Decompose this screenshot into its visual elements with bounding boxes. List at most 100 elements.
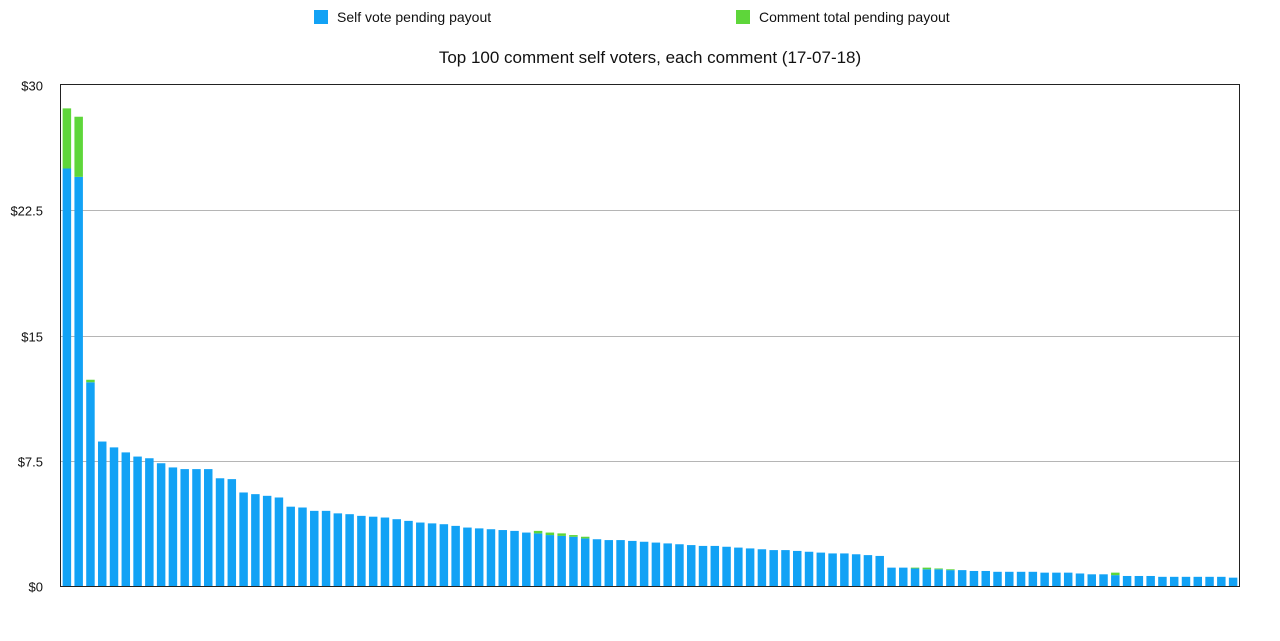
bar-self-vote[interactable]: [722, 546, 731, 586]
bar-self-vote[interactable]: [910, 568, 920, 586]
bar-group[interactable]: [215, 478, 225, 586]
bar-self-vote[interactable]: [1134, 575, 1144, 586]
bar-group[interactable]: [651, 542, 661, 586]
bar-group[interactable]: [757, 549, 767, 586]
bar-self-vote[interactable]: [851, 554, 861, 586]
bar-self-vote[interactable]: [192, 469, 201, 586]
bar-group[interactable]: [569, 535, 578, 586]
bar-self-vote[interactable]: [310, 510, 319, 586]
bar-group[interactable]: [1169, 576, 1179, 586]
bar-self-vote[interactable]: [675, 544, 684, 586]
bar-self-vote[interactable]: [1217, 576, 1226, 586]
bar-self-vote[interactable]: [262, 495, 272, 586]
bar-comment-total[interactable]: [580, 536, 590, 539]
bar-group[interactable]: [533, 530, 543, 586]
bar-group[interactable]: [1005, 571, 1014, 586]
bar-group[interactable]: [74, 116, 83, 586]
bar-group[interactable]: [639, 541, 649, 586]
bar-group[interactable]: [180, 469, 189, 586]
legend-item-self-vote[interactable]: Self vote pending payout: [314, 9, 491, 25]
bar-group[interactable]: [875, 555, 884, 586]
bar-group[interactable]: [239, 492, 248, 586]
bar-self-vote[interactable]: [533, 533, 543, 586]
bar-self-vote[interactable]: [946, 570, 955, 586]
bar-group[interactable]: [1087, 574, 1096, 586]
bar-self-vote[interactable]: [498, 530, 507, 586]
bar-group[interactable]: [1181, 576, 1191, 586]
bar-group[interactable]: [1146, 575, 1155, 586]
bar-group[interactable]: [934, 568, 943, 586]
bar-group[interactable]: [675, 544, 684, 586]
bar-self-vote[interactable]: [227, 479, 237, 586]
bar-self-vote[interactable]: [86, 382, 95, 586]
bar-self-vote[interactable]: [168, 467, 178, 586]
bar-group[interactable]: [1111, 572, 1120, 586]
bar-group[interactable]: [1075, 573, 1085, 586]
bar-self-vote[interactable]: [1063, 572, 1073, 586]
bar-self-vote[interactable]: [1075, 573, 1085, 586]
bar-group[interactable]: [1040, 572, 1049, 586]
bar-comment-total[interactable]: [1111, 572, 1120, 576]
bar-self-vote[interactable]: [109, 447, 119, 586]
bar-self-vote[interactable]: [557, 535, 566, 586]
bar-self-vote[interactable]: [1052, 572, 1061, 586]
bar-self-vote[interactable]: [74, 176, 83, 586]
bar-self-vote[interactable]: [628, 540, 637, 586]
bar-self-vote[interactable]: [204, 469, 213, 586]
bar-group[interactable]: [62, 108, 72, 586]
bar-self-vote[interactable]: [145, 458, 154, 586]
bar-self-vote[interactable]: [793, 550, 802, 586]
bar-group[interactable]: [427, 523, 437, 587]
bar-self-vote[interactable]: [510, 530, 519, 586]
bar-group[interactable]: [97, 441, 107, 586]
bar-group[interactable]: [710, 545, 720, 586]
bar-group[interactable]: [804, 551, 814, 586]
bar-group[interactable]: [1193, 576, 1203, 586]
bar-comment-total[interactable]: [569, 535, 578, 537]
bar-self-vote[interactable]: [298, 507, 307, 586]
bar-group[interactable]: [121, 452, 131, 586]
bar-self-vote[interactable]: [486, 529, 496, 586]
bar-group[interactable]: [1052, 572, 1061, 586]
bar-self-vote[interactable]: [1087, 574, 1096, 586]
bar-self-vote[interactable]: [1099, 574, 1108, 586]
bar-self-vote[interactable]: [427, 523, 437, 587]
bar-comment-total[interactable]: [934, 568, 943, 570]
bar-self-vote[interactable]: [121, 452, 131, 586]
bar-group[interactable]: [957, 570, 967, 586]
bar-self-vote[interactable]: [698, 545, 708, 586]
bar-self-vote[interactable]: [380, 517, 390, 586]
bar-self-vote[interactable]: [251, 494, 260, 586]
bar-self-vote[interactable]: [899, 567, 908, 586]
bar-group[interactable]: [333, 513, 343, 586]
bar-self-vote[interactable]: [981, 570, 990, 586]
bar-self-vote[interactable]: [993, 571, 1002, 586]
bar-self-vote[interactable]: [463, 527, 472, 586]
bar-self-vote[interactable]: [97, 441, 107, 586]
bar-group[interactable]: [745, 548, 755, 586]
bar-self-vote[interactable]: [1005, 571, 1014, 586]
bar-group[interactable]: [663, 543, 672, 586]
bar-group[interactable]: [793, 550, 802, 586]
bar-self-vote[interactable]: [710, 545, 720, 586]
bar-group[interactable]: [474, 528, 484, 586]
bar-group[interactable]: [946, 569, 955, 586]
bar-group[interactable]: [392, 519, 401, 586]
bar-group[interactable]: [828, 553, 837, 586]
bar-group[interactable]: [298, 507, 307, 586]
bar-group[interactable]: [981, 570, 990, 586]
bar-group[interactable]: [922, 567, 932, 586]
bar-group[interactable]: [580, 536, 590, 586]
bar-group[interactable]: [274, 497, 284, 586]
bar-self-vote[interactable]: [569, 536, 578, 586]
bar-group[interactable]: [133, 456, 142, 586]
bar-group[interactable]: [1205, 576, 1214, 586]
bar-group[interactable]: [1028, 571, 1038, 586]
bar-self-vote[interactable]: [345, 514, 354, 586]
bar-group[interactable]: [686, 545, 696, 586]
bar-group[interactable]: [769, 550, 778, 586]
bar-self-vote[interactable]: [274, 497, 284, 586]
bar-self-vote[interactable]: [1028, 571, 1038, 586]
bar-self-vote[interactable]: [757, 549, 767, 586]
bar-group[interactable]: [969, 570, 979, 586]
